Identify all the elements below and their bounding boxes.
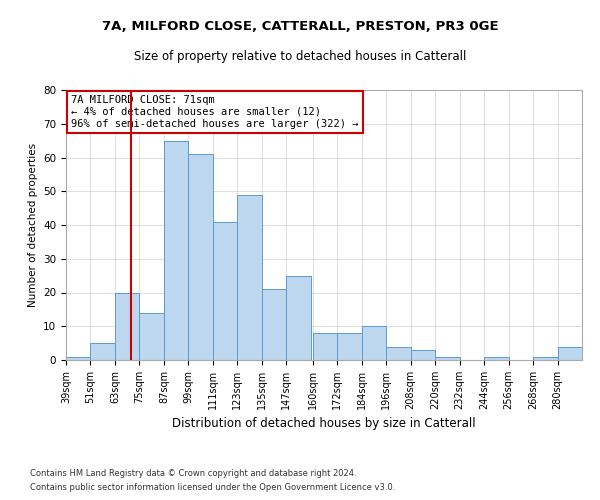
Bar xyxy=(337,333,362,360)
Bar xyxy=(262,289,286,360)
Bar xyxy=(362,326,386,360)
Text: Contains HM Land Registry data © Crown copyright and database right 2024.: Contains HM Land Registry data © Crown c… xyxy=(30,468,356,477)
Text: 7A, MILFORD CLOSE, CATTERALL, PRESTON, PR3 0GE: 7A, MILFORD CLOSE, CATTERALL, PRESTON, P… xyxy=(101,20,499,33)
Bar xyxy=(164,140,188,360)
Bar xyxy=(484,356,509,360)
Bar xyxy=(66,356,91,360)
Bar xyxy=(139,313,164,360)
Text: Size of property relative to detached houses in Catterall: Size of property relative to detached ho… xyxy=(134,50,466,63)
Bar xyxy=(435,356,460,360)
Bar xyxy=(533,356,557,360)
Bar xyxy=(213,222,238,360)
Bar xyxy=(91,343,115,360)
Text: Contains public sector information licensed under the Open Government Licence v3: Contains public sector information licen… xyxy=(30,484,395,492)
Bar xyxy=(188,154,213,360)
Bar xyxy=(286,276,311,360)
Bar xyxy=(115,292,139,360)
Text: 7A MILFORD CLOSE: 71sqm
← 4% of detached houses are smaller (12)
96% of semi-det: 7A MILFORD CLOSE: 71sqm ← 4% of detached… xyxy=(71,96,359,128)
X-axis label: Distribution of detached houses by size in Catterall: Distribution of detached houses by size … xyxy=(172,418,476,430)
Bar xyxy=(557,346,582,360)
Y-axis label: Number of detached properties: Number of detached properties xyxy=(28,143,38,307)
Bar xyxy=(410,350,435,360)
Bar xyxy=(238,194,262,360)
Bar xyxy=(386,346,410,360)
Bar xyxy=(313,333,337,360)
